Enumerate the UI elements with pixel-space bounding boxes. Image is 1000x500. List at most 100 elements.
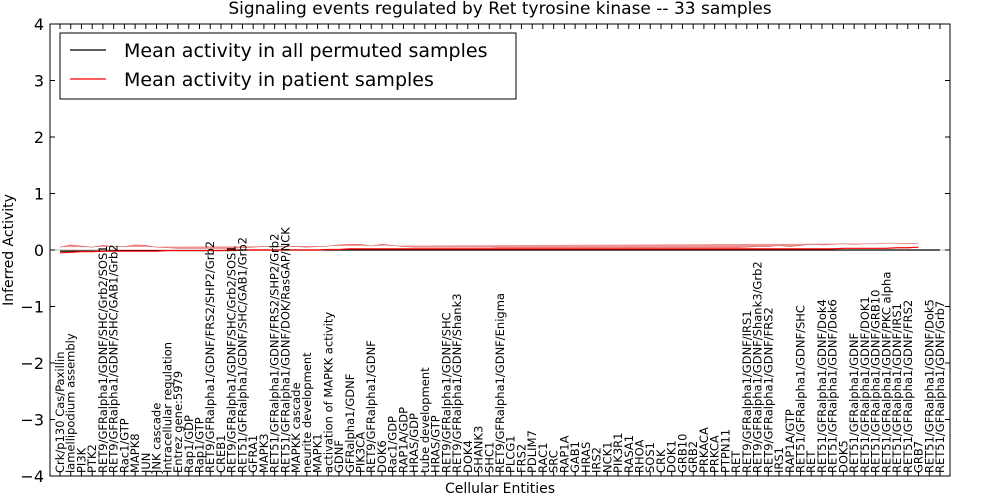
x-tick-label: RET51/GFRalpha1/GDNF/Grb7: [933, 301, 947, 473]
x-tick-label: Intracellular regulation: [160, 342, 174, 473]
x-tick-label: RET51/GFRalpha1/GDNF/Dok6: [826, 299, 840, 473]
legend-box: [59, 32, 517, 100]
x-tick-label: RET9/GFRalpha1/GDNF/SHC/Grb2/SOS1: [96, 245, 110, 473]
y-tick-label: 4: [34, 15, 44, 34]
x-tick-label: RET51/GFRalpha1/GDNF/Dok4: [815, 299, 829, 473]
x-tick-label: GRB7: [912, 441, 926, 473]
x-tick-label: NCK1: [600, 442, 614, 474]
x-tick-label: DOK4: [461, 440, 475, 473]
x-tick-label: RET9/GFRalpha1/GDNF/FRS2: [761, 307, 775, 473]
series-layer: [59, 246, 940, 254]
x-tick-label: PDLIM7: [525, 430, 539, 473]
y-tick-label: −3: [20, 411, 44, 430]
x-tick-label: RAP1A/GDP: [396, 407, 410, 473]
x-tick-label: HRAS: [579, 442, 593, 473]
x-tick-label: RET9/GFRalpha1/GDNF/Enigma: [493, 293, 507, 473]
x-tick-label: HRAS/GTP: [429, 415, 443, 473]
x-tick-label: Rac1/GTP: [117, 418, 131, 473]
x-tick-label: RET51/GFRalpha1/GDNF/Dok5: [922, 299, 936, 473]
x-tick-label: GFRalpha1/GDNF: [343, 374, 357, 473]
x-tick-label: neurite development: [300, 352, 314, 473]
x-tick-label: RAP1A/GTP: [783, 409, 797, 473]
x-tick-label: Entrez gene:5979: [171, 371, 185, 473]
x-tick-label: DOK5: [836, 440, 850, 473]
x-tick-label: RET9/GFRalpha1/GDNF/SHC: [439, 312, 453, 473]
x-tick-label: RET51/GFRalpha1/GDNF/DOK1: [858, 296, 872, 473]
x-tick-label: RET: [729, 450, 743, 473]
x-tick-label: RET9/GFRalpha1/GDNF: [364, 340, 378, 473]
x-tick-label: GAB1: [568, 441, 582, 473]
x-tick-label: GRB2: [686, 441, 700, 473]
legend: Mean activity in all permuted samples Me…: [59, 32, 517, 100]
x-tick-label: RHOA: [633, 440, 647, 473]
band-layer: [59, 242, 919, 249]
x-tick-label: CREB1: [214, 435, 228, 474]
x-tick-label: MAPK1: [311, 433, 325, 473]
x-tick-label: Crk/p130 Cas/Paxillin: [53, 352, 67, 473]
x-tick-label: FRS2: [514, 444, 528, 473]
x-tick-label: RET51/GFRalpha1/GDNF/SHC/GAB1/Grb2: [235, 237, 249, 473]
y-tick-label: 0: [34, 241, 44, 260]
y-tick-label: 1: [34, 185, 44, 204]
x-tick-label: RET: [804, 450, 818, 473]
x-tick-label: PLCG1: [504, 435, 518, 473]
x-tick-label: RET9/GFRalpha1/GDNF/SHC/Grb2/SOS1: [225, 245, 239, 473]
y-axis-label: Inferred Activity: [1, 194, 17, 306]
x-tick-label: RET9/GFRalpha1/GDNF/SHC/GAB1/Grb2: [107, 244, 121, 473]
series-line-patient: [59, 246, 919, 254]
x-tick-label: DOK1: [665, 440, 679, 473]
x-tick-label: RET9/GFRalpha1/GDNF/FRS2/SHP2/Grb2: [203, 241, 217, 473]
x-tick-label: RAC1: [536, 442, 550, 473]
x-tick-label: PRKCA: [708, 435, 722, 473]
x-tick-label: CRK: [654, 449, 668, 473]
x-tick-label: RET9/GFRalpha1/GDNF/IRS1: [740, 310, 754, 473]
x-tick-label: PTK2: [85, 444, 99, 473]
y-tick-label: −2: [20, 354, 44, 373]
x-tick-label: RET51/GFRalpha1/GDNF/FRS2/SHP2/Grb2: [268, 234, 282, 473]
x-tick-label: MAPK8: [128, 433, 142, 473]
x-tick-label: RET51/GFRalpha1/GDNF/GRB10: [869, 290, 883, 473]
y-tick-label: 2: [34, 128, 44, 147]
legend-label-permuted: Mean activity in all permuted samples: [124, 40, 487, 62]
chart-title: Signaling events regulated by Ret tyrosi…: [228, 0, 771, 19]
x-tick-label: PIK3CA: [353, 432, 367, 473]
x-tick-label: RET51/GFRalpha1/GDNF/SHC: [793, 305, 807, 473]
x-tick-label: JNK cascade: [150, 403, 164, 474]
x-axis-label: Cellular Entities: [445, 481, 555, 497]
x-tick-label: Rac1/GDP: [386, 416, 400, 473]
x-tick-label: RET51/GFRalpha1/GDNF: [847, 333, 861, 473]
x-tick-label: IRS2: [590, 447, 604, 473]
y-tick-label: −1: [20, 298, 44, 317]
x-tick-label: GDNF: [332, 440, 346, 473]
x-tick-label: SHC1: [482, 442, 496, 473]
x-tick-label: RASA1: [622, 435, 636, 473]
x-tick-label: SOS1: [643, 442, 657, 473]
x-tick-label: MAPK3: [257, 433, 271, 473]
x-tick-label: MAPKK cascade: [289, 382, 303, 473]
x-tick-label: activation of MAPKK activity: [321, 312, 335, 473]
x-tick-label: RET51/GFRalpha1/GDNF/DOK/RasGAP/NCK: [278, 227, 292, 473]
x-tick-label: RET9/GFRalpha1/GDNF/Shank3/Grb2: [751, 261, 765, 473]
x-tick-label: RET51/GFRalpha1/GDNF/IRS1: [890, 303, 904, 473]
x-tick-label: PIK3R1: [611, 433, 625, 474]
y-tick-label: −4: [20, 467, 44, 486]
x-tick-label: Rap1/GTP: [193, 417, 207, 473]
spread-band: [59, 242, 919, 249]
x-tick-label: tube development: [418, 367, 432, 473]
x-tick-label: SRC: [547, 450, 561, 473]
x-tick-label: RET51/GFRalpha1/GDNF/FRS2: [901, 300, 915, 473]
x-tick-label: GRB10: [675, 434, 689, 473]
y-axis: −4 −3 −2 −1 0 1 2 3 4: [20, 15, 950, 486]
x-tick-label: PRKACA: [697, 427, 711, 473]
x-tick-label: RAP1A: [557, 435, 571, 473]
x-tick-label: GFRA1: [246, 435, 260, 473]
x-tick-label: PI3K: [74, 447, 88, 473]
legend-label-patient: Mean activity in patient samples: [124, 69, 434, 91]
x-tick-label: lamellipodium assembly: [64, 333, 78, 473]
x-tick-label: RET51/GFRalpha1/GDNF/PKC alpha: [879, 272, 893, 473]
x-tick-label: HRAS/GDP: [407, 413, 421, 473]
x-tick-label: PTPN11: [718, 429, 732, 473]
x-tick-label: JUN: [139, 453, 153, 474]
